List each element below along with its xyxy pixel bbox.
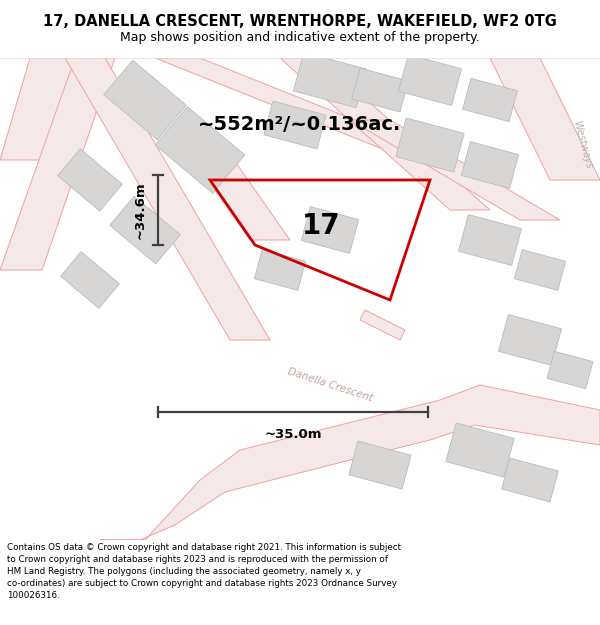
Polygon shape: [254, 250, 305, 290]
Polygon shape: [280, 58, 490, 210]
Polygon shape: [490, 58, 600, 180]
Polygon shape: [100, 385, 600, 540]
Polygon shape: [458, 214, 521, 266]
Polygon shape: [155, 107, 245, 193]
Polygon shape: [0, 58, 75, 160]
Polygon shape: [396, 118, 464, 172]
Polygon shape: [514, 250, 566, 290]
Polygon shape: [349, 441, 411, 489]
Text: ~552m²/~0.136ac.: ~552m²/~0.136ac.: [199, 116, 401, 134]
Text: ~35.0m: ~35.0m: [264, 428, 322, 441]
Text: Westways: Westways: [571, 120, 593, 170]
Text: Contains OS data © Crown copyright and database right 2021. This information is : Contains OS data © Crown copyright and d…: [7, 543, 401, 599]
Polygon shape: [293, 52, 367, 107]
Polygon shape: [110, 196, 180, 264]
Text: Map shows position and indicative extent of the property.: Map shows position and indicative extent…: [120, 31, 480, 44]
Text: ~34.6m: ~34.6m: [133, 181, 146, 239]
Polygon shape: [360, 310, 405, 340]
Polygon shape: [446, 423, 514, 477]
Polygon shape: [502, 458, 558, 502]
Polygon shape: [58, 149, 122, 211]
Text: 17: 17: [302, 213, 341, 240]
Polygon shape: [0, 58, 115, 270]
Polygon shape: [463, 78, 517, 122]
Polygon shape: [350, 120, 560, 220]
Polygon shape: [499, 314, 562, 366]
Polygon shape: [65, 58, 270, 340]
Polygon shape: [155, 58, 430, 150]
Text: Danella Crescent: Danella Crescent: [286, 366, 374, 404]
Polygon shape: [180, 140, 290, 240]
Text: 17, DANELLA CRESCENT, WRENTHORPE, WAKEFIELD, WF2 0TG: 17, DANELLA CRESCENT, WRENTHORPE, WAKEFI…: [43, 14, 557, 29]
Polygon shape: [461, 142, 518, 188]
Polygon shape: [61, 252, 119, 308]
Polygon shape: [547, 351, 593, 389]
Polygon shape: [301, 207, 359, 253]
Polygon shape: [104, 60, 186, 140]
Polygon shape: [352, 68, 408, 112]
Polygon shape: [264, 101, 326, 149]
Polygon shape: [398, 54, 461, 106]
